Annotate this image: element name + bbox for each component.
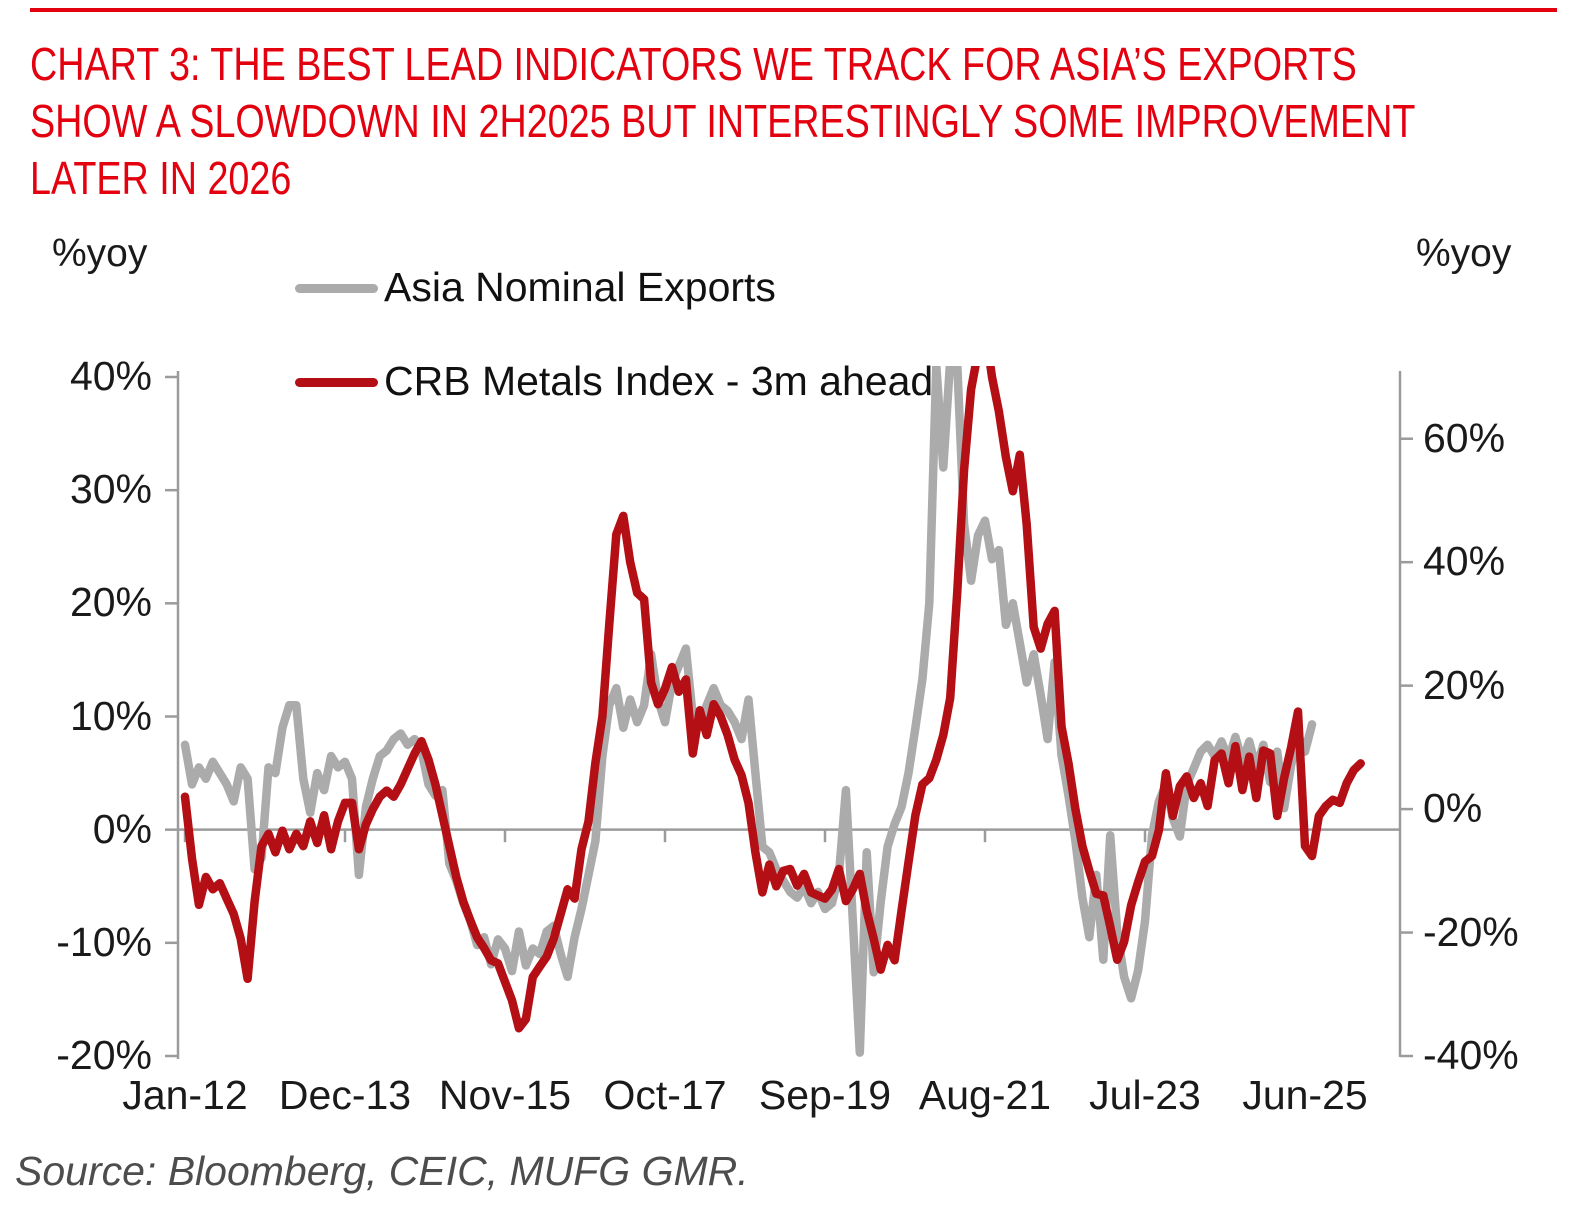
x-axis-tick-label: Nov-15 bbox=[438, 1072, 572, 1118]
x-axis-tick-label: Sep-19 bbox=[758, 1072, 892, 1118]
legend-label-asia-exports: Asia Nominal Exports bbox=[384, 264, 776, 310]
legend-label-crb-metals: CRB Metals Index - 3m ahead bbox=[384, 358, 934, 404]
right-axis-unit-label: %yoy bbox=[1416, 232, 1512, 275]
left-axis-tick-label: 10% bbox=[69, 692, 152, 739]
chart-title: CHART 3: THE BEST LEAD INDICATORS WE TRA… bbox=[30, 36, 1585, 207]
legend-line-swatch-gray bbox=[295, 284, 378, 293]
legend-line-swatch-red bbox=[295, 378, 378, 387]
x-axis-tick-label: Jan-12 bbox=[122, 1072, 248, 1118]
x-axis-tick-label: Jul-23 bbox=[1089, 1072, 1201, 1118]
right-axis-tick-label: 20% bbox=[1423, 661, 1506, 708]
left-axis-tick-label: 30% bbox=[69, 466, 152, 513]
x-axis-tick-label: Jun-25 bbox=[1242, 1072, 1368, 1118]
right-axis-tick-label: 60% bbox=[1423, 414, 1506, 461]
x-axis-tick-label: Aug-21 bbox=[918, 1072, 1052, 1118]
left-axis-unit-label: %yoy bbox=[52, 232, 148, 275]
x-axis-tick-label: Oct-17 bbox=[603, 1072, 727, 1118]
left-axis-tick-label: 40% bbox=[69, 353, 152, 399]
right-axis-tick-label: -40% bbox=[1423, 1032, 1519, 1078]
source-note: Source: Bloomberg, CEIC, MUFG GMR. bbox=[15, 1148, 749, 1194]
header-rule bbox=[30, 8, 1557, 12]
chart-title-line-3: LATER IN 2026 bbox=[30, 152, 292, 204]
left-axis-tick-label: -10% bbox=[56, 918, 152, 965]
chart-title-line-2: SHOW A SLOWDOWN IN 2H2025 BUT INTERESTIN… bbox=[30, 95, 1416, 147]
left-axis-tick-label: 20% bbox=[69, 579, 152, 626]
chart-title-line-1: CHART 3: THE BEST LEAD INDICATORS WE TRA… bbox=[30, 38, 1357, 90]
right-axis-tick-label: 40% bbox=[1423, 538, 1506, 585]
series-line-crb-metals bbox=[180, 366, 1365, 1033]
x-axis-tick-label: Dec-13 bbox=[278, 1072, 412, 1118]
series-line-asia-exports bbox=[180, 366, 1317, 1057]
left-axis-tick-label: -20% bbox=[56, 1032, 152, 1078]
left-axis-tick-label: 0% bbox=[92, 805, 152, 852]
right-axis-tick-label: -20% bbox=[1423, 908, 1519, 955]
right-axis-tick-label: 0% bbox=[1423, 785, 1483, 832]
